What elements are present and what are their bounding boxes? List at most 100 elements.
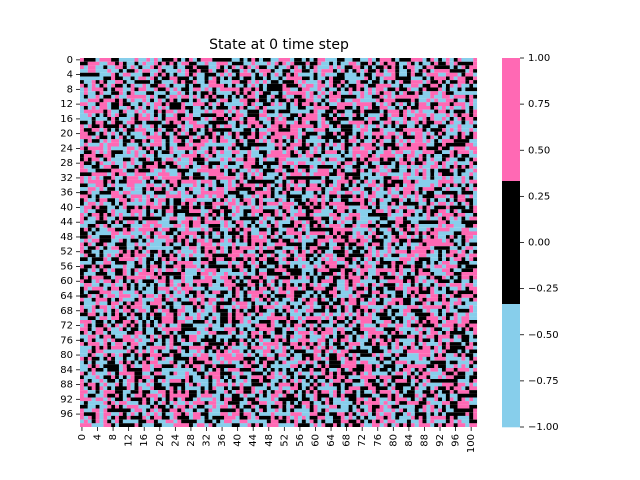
x-tick-label: 80: [388, 434, 399, 447]
x-tick-label: 68: [342, 434, 353, 447]
heatmap-row-cells: [95, 209, 474, 214]
heatmap-row-cells: [95, 345, 474, 350]
heatmap-row-cells: [83, 139, 470, 143]
y-tick-label: 48: [60, 232, 73, 243]
heatmap-row-cells: [83, 142, 474, 147]
heatmap-row-cells: [80, 65, 478, 70]
heatmap-row-cells: [87, 364, 466, 369]
heatmap-row-cells: [111, 275, 458, 280]
heatmap-row-cells: [95, 168, 466, 173]
heatmap-row-cells: [80, 264, 458, 269]
heatmap-row-cells: [83, 209, 478, 214]
heatmap-row-cells: [87, 379, 474, 383]
heatmap-row-cells: [80, 331, 466, 335]
heatmap-row-cells: [80, 131, 478, 136]
heatmap-row-cells: [91, 294, 450, 298]
heatmap-row-cells: [91, 349, 478, 354]
heatmap-row-cells: [80, 249, 466, 254]
heatmap-row-cells: [80, 216, 478, 221]
heatmap-row-cells: [95, 91, 454, 95]
heatmap-row-cells: [99, 238, 466, 243]
colorbar-tick-label: 0.75: [528, 99, 550, 110]
heatmap-row-cells: [103, 146, 470, 151]
heatmap-row-cells: [83, 297, 470, 302]
heatmap-row-cells: [83, 323, 478, 328]
y-tick-label: 0: [67, 55, 73, 66]
heatmap-row-cells: [99, 382, 478, 387]
heatmap-row-cells: [83, 179, 470, 184]
x-tick-label: 8: [108, 434, 119, 440]
heatmap-row-cells: [83, 146, 450, 151]
heatmap-row-cells: [91, 353, 466, 357]
heatmap-row-cells: [87, 120, 478, 125]
heatmap-row-cells: [83, 246, 478, 250]
y-tick-label: 12: [60, 99, 73, 110]
y-tick-label: 36: [60, 188, 73, 199]
y-tick-label: 28: [60, 158, 73, 169]
heatmap-row-cells: [83, 212, 474, 217]
heatmap-row-cells: [80, 235, 466, 239]
heatmap-row-cells: [83, 205, 478, 210]
x-tick-label: 72: [357, 434, 368, 447]
heatmap-row-cells: [87, 102, 478, 107]
y-tick-label: 32: [60, 173, 73, 184]
y-tick-label: 80: [60, 350, 73, 361]
x-tick-label: 56: [295, 434, 306, 447]
heatmap-row-cells: [80, 212, 466, 217]
y-tick-label: 92: [60, 394, 73, 405]
heatmap-row-cells: [87, 131, 474, 136]
heatmap-row-cells: [83, 415, 470, 420]
heatmap-row-cells: [83, 83, 474, 88]
y-tick-label: 84: [60, 365, 73, 376]
heatmap-row-cells: [87, 331, 474, 335]
x-tick-label: 28: [186, 434, 197, 447]
heatmap-row-cells: [80, 190, 474, 195]
x-tick-label: 64: [326, 434, 337, 447]
heatmap-row-cells: [80, 168, 478, 173]
heatmap-row-cells: [87, 308, 478, 313]
heatmap-row-cells: [83, 198, 466, 202]
heatmap-row-cells: [87, 201, 470, 206]
heatmap-row-cells: [80, 198, 474, 202]
heatmap-row-cells: [83, 360, 478, 365]
x-tick-label: 60: [310, 434, 321, 447]
heatmap-row-cells: [87, 353, 474, 357]
heatmap-row-cells: [99, 98, 470, 103]
heatmap-row-cells: [80, 224, 466, 228]
colorbar-tick-label: −0.50: [528, 330, 559, 341]
y-tick-label: 40: [60, 202, 73, 213]
x-tick-label: 100: [466, 434, 477, 453]
heatmap-row-cells: [111, 423, 458, 428]
heatmap-row-cells: [95, 94, 474, 99]
heatmap-row-cells: [111, 72, 474, 77]
heatmap-row-cells: [107, 404, 470, 409]
x-tick-label: 24: [170, 434, 181, 447]
heatmap-row-cells: [83, 386, 466, 391]
x-tick-label: 32: [202, 434, 213, 447]
heatmap-row-cells: [91, 135, 450, 140]
x-axis-ticks: 0 4 8 12 16 20 24 28 32 36 40 44 48 52 56 60 64 68 72 76 80 8…: [77, 427, 477, 453]
chart-title: State at 0 time step: [209, 37, 349, 53]
y-tick-label: 72: [60, 321, 73, 332]
heatmap-row-cells: [80, 316, 478, 321]
heatmap-row-cells: [87, 187, 478, 191]
heatmap-row-cells: [83, 238, 470, 243]
heatmap-row-cells: [91, 327, 462, 332]
heatmap-row-cells: [91, 397, 478, 402]
heatmap-row-cells: [99, 316, 470, 321]
heatmap-row-cells: [80, 102, 474, 107]
heatmap-row-cells: [83, 393, 458, 398]
heatmap-row-cells: [103, 76, 474, 81]
heatmap-row-cells: [95, 301, 462, 306]
heatmap-row-cells: [80, 401, 478, 405]
heatmap-row-cells: [91, 235, 478, 239]
heatmap-row-cells: [80, 150, 474, 154]
x-tick-label: 12: [124, 434, 135, 447]
heatmap-row-cells: [80, 412, 478, 416]
heatmap-row-cells: [87, 334, 462, 339]
heatmap-row-cells: [83, 408, 454, 413]
heatmap-row-cells: [91, 190, 478, 195]
heatmap-row-cells: [87, 69, 474, 73]
heatmap-row-cells: [91, 419, 478, 424]
heatmap-row-cells: [87, 168, 474, 173]
